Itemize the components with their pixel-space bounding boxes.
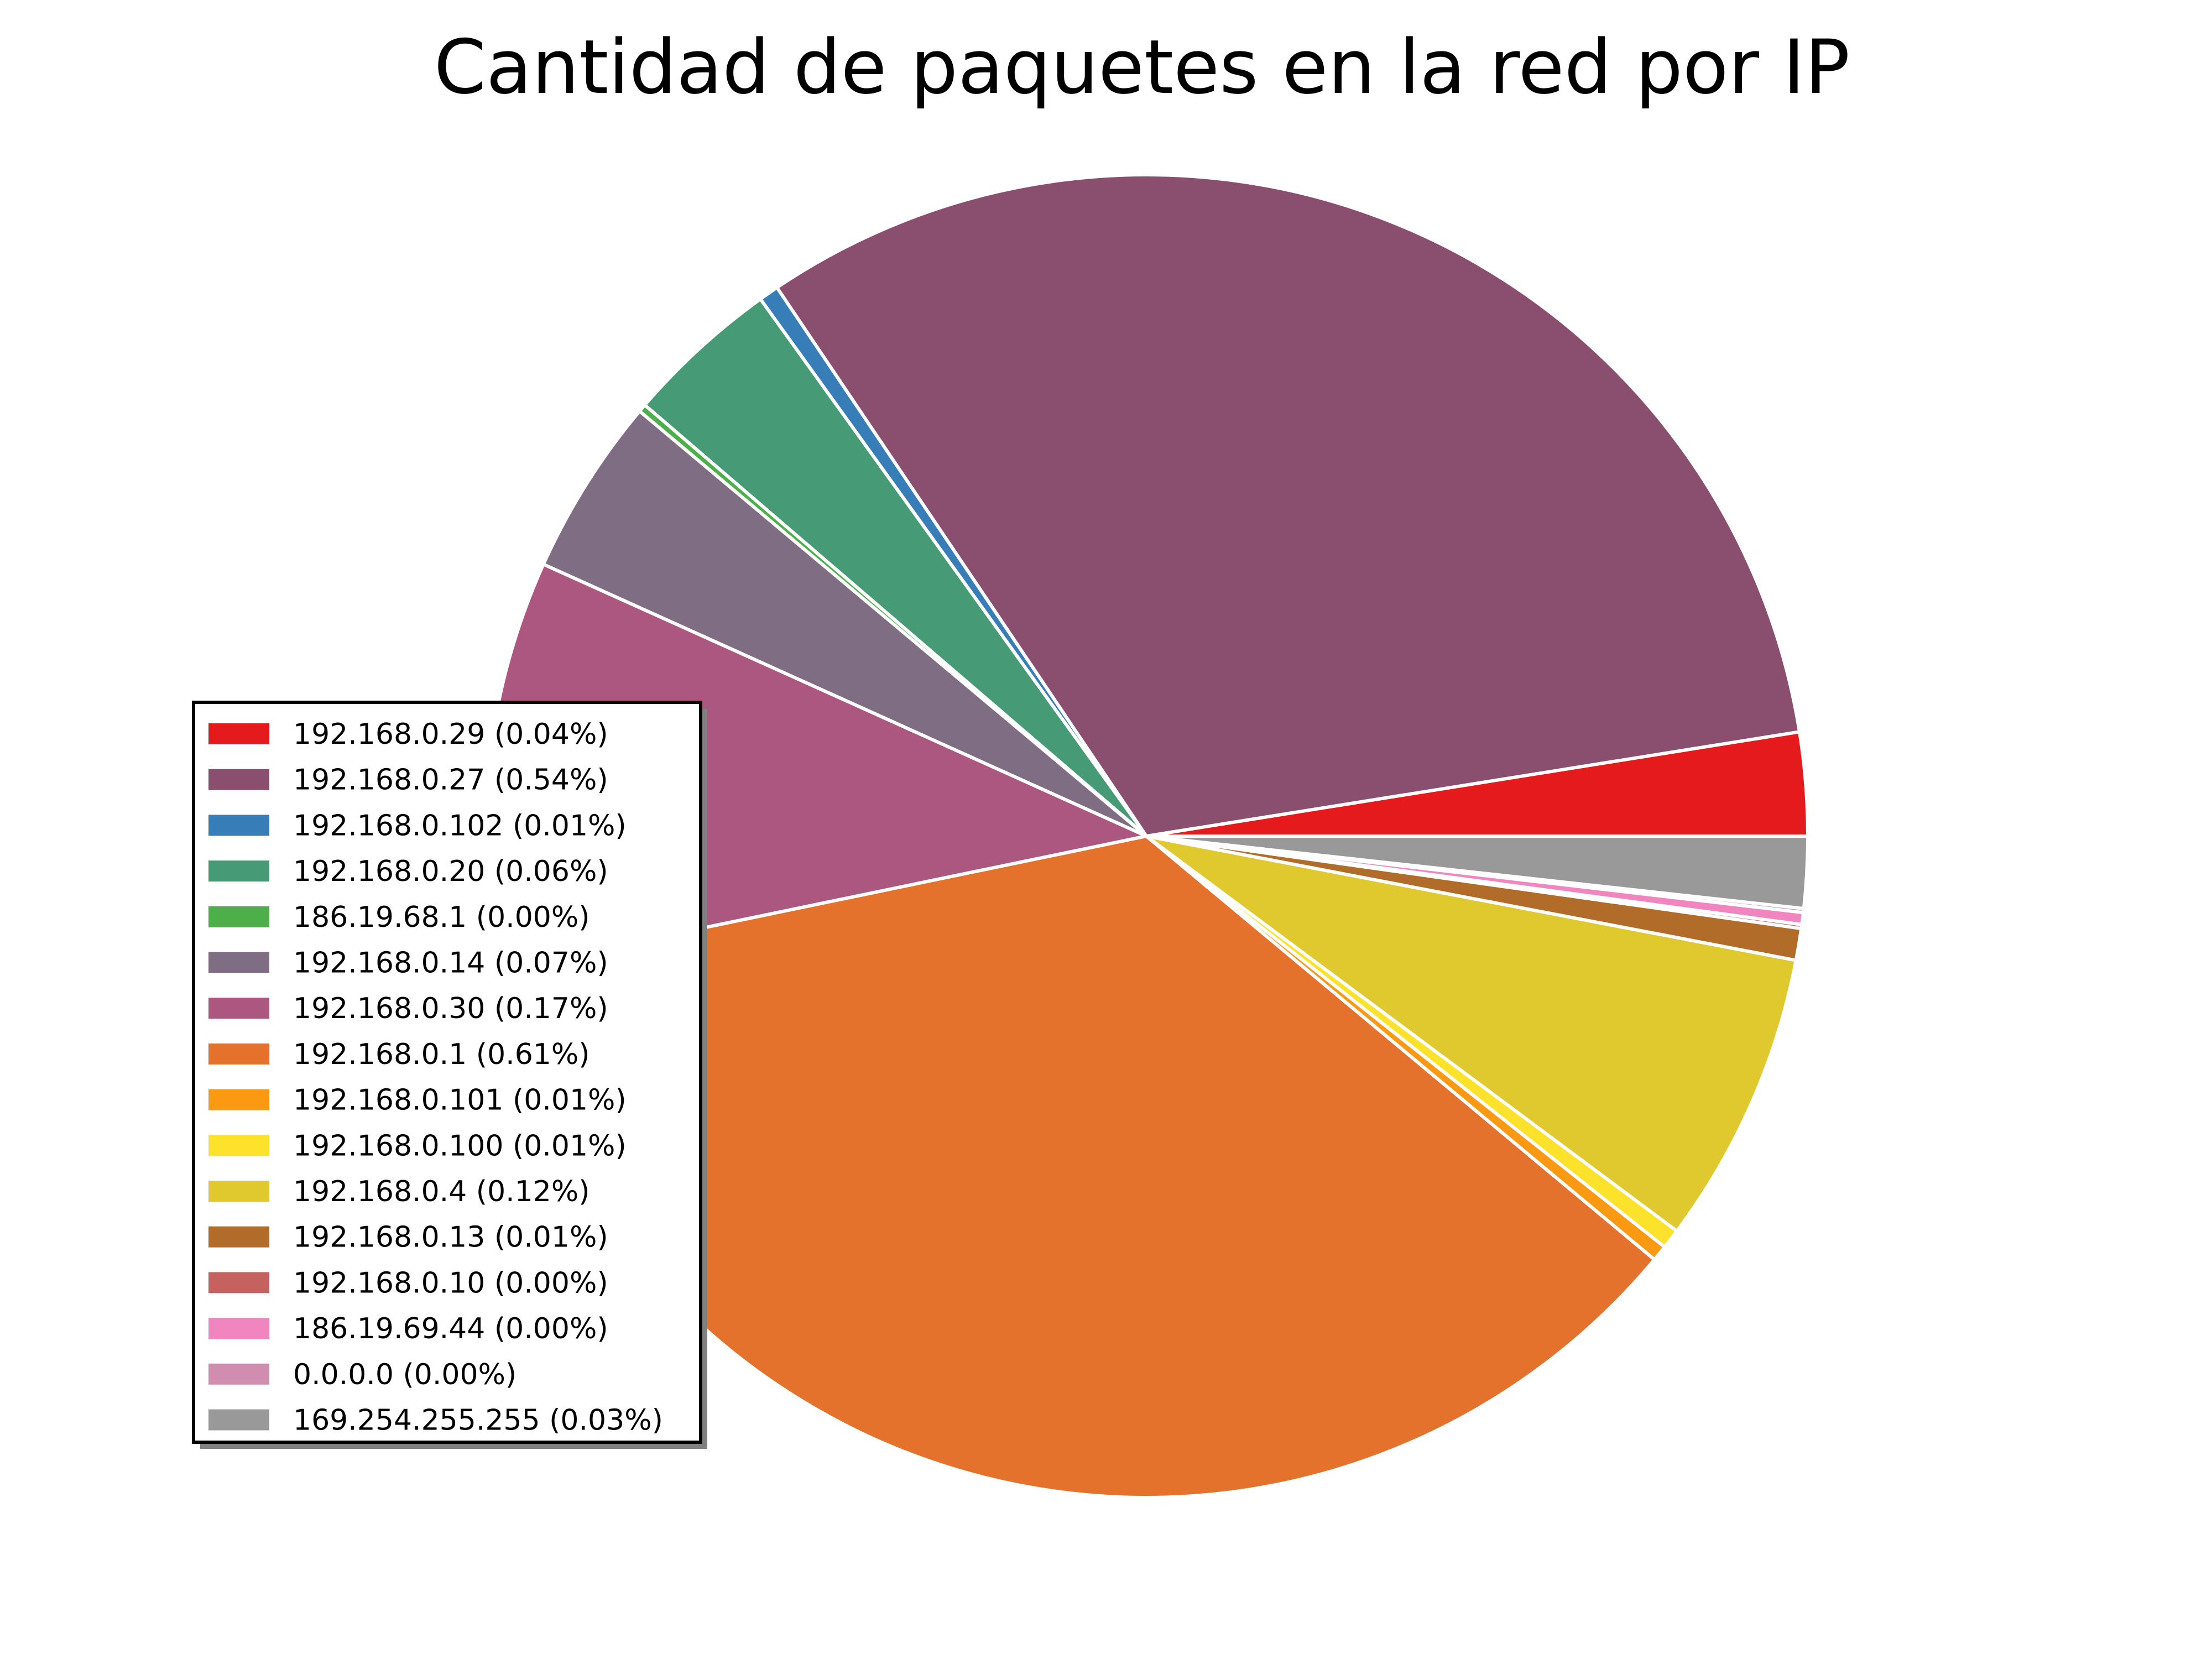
- legend-frame: [192, 701, 702, 1444]
- legend-swatch-5: [208, 952, 269, 973]
- legend-swatch-1: [208, 769, 269, 790]
- legend: 192.168.0.29 (0.04%) 192.168.0.27 (0.54%)…: [192, 701, 707, 1449]
- legend-swatch-15: [208, 1409, 269, 1431]
- legend-swatch-13: [208, 1318, 269, 1339]
- legend-items: 192.168.0.29 (0.04%) 192.168.0.27 (0.54%)…: [208, 718, 663, 1437]
- pie-slice-3: [643, 297, 1148, 838]
- legend-label-11: 192.168.0.13 (0.01%): [293, 1221, 608, 1254]
- chart-title: Cantidad de paquetes en la red por IP: [434, 24, 1850, 111]
- legend-label-8: 192.168.0.101 (0.01%): [293, 1084, 627, 1117]
- legend-label-7: 192.168.0.1 (0.61%): [293, 1038, 590, 1071]
- legend-label-2: 192.168.0.102 (0.01%): [293, 809, 627, 842]
- legend-label-12: 192.168.0.10 (0.00%): [293, 1266, 608, 1300]
- legend-swatch-7: [208, 1043, 269, 1065]
- legend-swatch-4: [208, 906, 269, 927]
- legend-swatch-10: [208, 1181, 269, 1202]
- legend-swatch-11: [208, 1226, 269, 1248]
- pie-slice-15: [1145, 834, 1809, 910]
- pie-slice-10: [1145, 834, 1798, 1233]
- legend-label-6: 192.168.0.30 (0.17%): [293, 992, 608, 1025]
- legend-label-15: 169.254.255.255 (0.03%): [293, 1404, 663, 1437]
- legend-swatch-14: [208, 1363, 269, 1385]
- legend-label-0: 192.168.0.29 (0.04%): [293, 718, 608, 751]
- legend-swatch-9: [208, 1135, 269, 1156]
- legend-label-14: 0.0.0.0 (0.00%): [293, 1358, 517, 1391]
- pie-slice-1: [775, 173, 1802, 838]
- legend-label-3: 192.168.0.20 (0.06%): [293, 855, 608, 888]
- legend-label-13: 186.19.69.44 (0.00%): [293, 1312, 608, 1345]
- legend-label-10: 192.168.0.4 (0.12%): [293, 1175, 590, 1208]
- legend-swatch-6: [208, 998, 269, 1019]
- legend-swatch-2: [208, 815, 269, 836]
- legend-swatch-0: [208, 723, 269, 744]
- legend-label-5: 192.168.0.14 (0.07%): [293, 947, 608, 980]
- legend-swatch-12: [208, 1272, 269, 1293]
- legend-label-1: 192.168.0.27 (0.54%): [293, 764, 608, 797]
- legend-label-9: 192.168.0.100 (0.01%): [293, 1129, 627, 1162]
- legend-swatch-8: [208, 1089, 269, 1110]
- pie-slice-5: [541, 409, 1148, 838]
- legend-label-4: 186.19.68.1 (0.00%): [293, 901, 590, 934]
- legend-swatch-3: [208, 860, 269, 882]
